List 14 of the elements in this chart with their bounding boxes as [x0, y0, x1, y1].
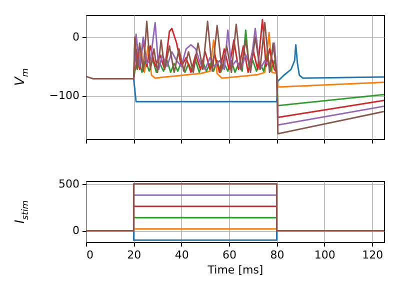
x-tick-label: 40 [174, 248, 189, 262]
x-tick-label: 100 [314, 248, 336, 262]
x-tick-label: 0 [86, 248, 94, 262]
x-tick-label: 60 [222, 248, 237, 262]
y-tick-label: 500 [58, 177, 80, 190]
y-tick-label: 0 [72, 30, 80, 44]
x-tick-label: 80 [270, 248, 284, 262]
y-tick-label: −100 [49, 89, 80, 102]
line-series [132, 44, 384, 102]
x-axis-title: Time [ms] [206, 264, 264, 276]
x-tick-label: 20 [127, 248, 142, 262]
line-series [86, 20, 384, 134]
y-tick-label: 0 [72, 224, 80, 238]
x-tick-label: 120 [362, 248, 384, 262]
